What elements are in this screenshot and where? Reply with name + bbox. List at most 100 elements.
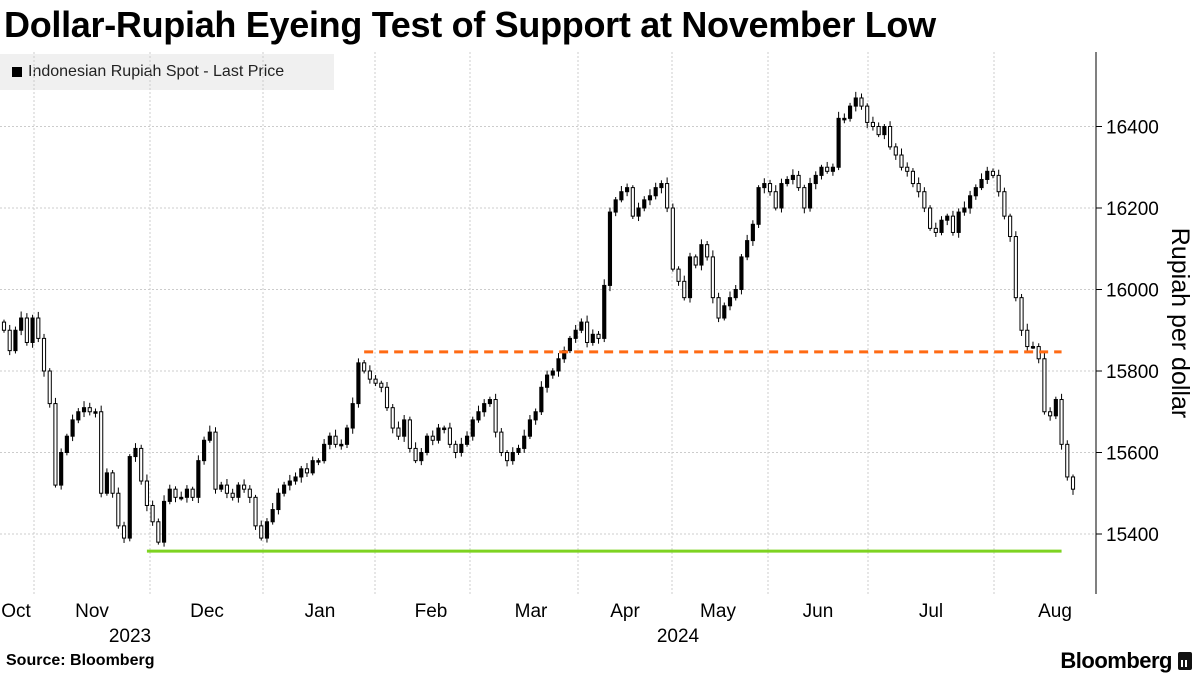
annotation-lines	[146, 350, 1062, 553]
candle-body	[590, 333, 595, 343]
x-tick-label: Jan	[305, 601, 336, 622]
candle-body	[1019, 297, 1024, 331]
candle-body	[202, 439, 207, 462]
candle-body	[116, 492, 121, 527]
candle-body	[356, 362, 361, 405]
candle-body	[464, 435, 470, 445]
candle-body	[424, 435, 430, 454]
x-year-label: 2023	[109, 626, 151, 647]
candle-body	[699, 244, 704, 266]
candle-body	[865, 105, 870, 123]
candle-body	[504, 452, 510, 462]
candle-body	[979, 178, 984, 189]
candle-body	[1059, 399, 1064, 445]
candle-body	[527, 419, 532, 437]
candle-body	[476, 411, 481, 421]
candle-body	[30, 317, 35, 343]
candle-body	[430, 435, 435, 441]
candle-body	[636, 207, 641, 217]
candle-body	[516, 447, 521, 453]
candle-body	[1025, 329, 1030, 348]
chart-title: Dollar-Rupiah Eyeing Test of Support at …	[4, 4, 936, 45]
x-axis: Oct Nov Dec Jan Feb Mar Apr May Jun Jul Aug 2023 202…	[1, 601, 1072, 647]
candle-body	[619, 191, 624, 201]
candle-body	[161, 500, 167, 543]
candle-body	[287, 480, 292, 486]
candle-body	[207, 431, 212, 441]
candle-body	[213, 431, 218, 490]
candle-body	[847, 105, 853, 119]
candle-body	[396, 427, 401, 437]
candle-body	[659, 183, 664, 189]
candle-body	[333, 435, 338, 445]
candle-body	[230, 492, 235, 498]
candle-body	[81, 407, 87, 413]
candle-body	[687, 256, 693, 299]
y-axis: 15400 15600 15800 16000 16200 16400	[1095, 52, 1159, 594]
y-tick-label: 16000	[1106, 281, 1159, 302]
candle-body	[842, 117, 847, 121]
candle-body	[219, 484, 224, 490]
candle-body	[344, 427, 350, 445]
candle-body	[236, 484, 241, 498]
gridlines	[0, 52, 1096, 594]
candle-body	[1070, 476, 1076, 490]
candle-body	[819, 166, 824, 176]
candle-body	[1042, 358, 1047, 413]
candle-body	[773, 191, 778, 209]
candle-body	[276, 492, 281, 511]
candle-body	[887, 126, 893, 148]
candle-body	[367, 370, 372, 380]
candle-body	[384, 386, 390, 409]
candle-body	[579, 321, 584, 331]
candle-body	[573, 329, 578, 339]
candle-body	[253, 496, 258, 527]
candle-body	[813, 174, 818, 185]
candle-body	[156, 521, 161, 543]
y-tick-label: 15800	[1106, 362, 1159, 383]
candle-body	[247, 488, 252, 498]
candle-body	[739, 256, 744, 290]
x-tick-label: Oct	[1, 601, 31, 622]
candle-body	[270, 509, 275, 523]
candle-body	[522, 435, 527, 449]
candle-body	[665, 183, 670, 209]
y-tick-label: 16200	[1106, 199, 1159, 220]
candle-body	[545, 374, 550, 388]
x-year-label: 2024	[657, 626, 700, 647]
candle-body	[299, 468, 304, 478]
candle-body	[133, 447, 138, 458]
candle-body	[242, 484, 247, 490]
candle-body	[304, 468, 310, 474]
candle-body	[224, 484, 230, 494]
candle-body	[716, 297, 721, 319]
candle-body	[150, 504, 155, 523]
candle-body	[379, 382, 384, 388]
candle-body	[836, 117, 841, 168]
candle-body	[390, 407, 395, 429]
candle-body	[362, 362, 367, 372]
candle-body	[373, 378, 378, 384]
candle-body	[99, 411, 104, 494]
candle-body	[493, 399, 498, 433]
candle-body	[459, 443, 464, 454]
legend-label: Indonesian Rupiah Spot - Last Price	[28, 63, 285, 80]
x-tick-label: Jul	[919, 601, 943, 622]
candle-body	[1002, 191, 1007, 217]
x-tick-label: Feb	[415, 601, 448, 622]
candle-body	[1008, 215, 1013, 238]
candle-body	[196, 460, 201, 498]
candle-body	[985, 170, 990, 180]
candle-body	[602, 284, 607, 339]
candle-body	[670, 207, 675, 270]
candle-body	[870, 121, 875, 128]
candle-body	[339, 443, 344, 447]
candle-body	[705, 244, 710, 258]
candle-body	[642, 199, 647, 209]
x-tick-label: Apr	[610, 601, 640, 622]
candle-body	[625, 187, 630, 193]
candle-body	[882, 126, 887, 136]
y-tick-label: 16400	[1106, 118, 1159, 139]
candle-body	[487, 399, 492, 405]
candle-body	[785, 178, 790, 185]
